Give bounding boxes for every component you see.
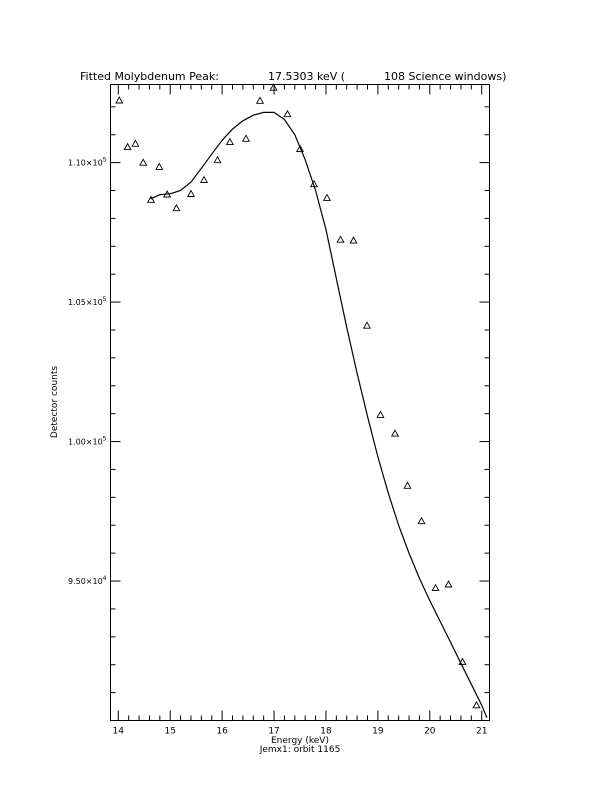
plot-frame xyxy=(110,84,490,721)
data-point xyxy=(417,516,426,525)
data-point xyxy=(431,583,440,592)
x-tick-label: 16 xyxy=(216,727,228,737)
x-axis-label: Energy (keV) xyxy=(271,736,329,746)
data-point xyxy=(336,235,345,243)
data-point xyxy=(115,96,124,104)
data-point xyxy=(349,236,358,244)
chart-title-part-2: 17.5303 keV ( xyxy=(268,70,345,83)
data-point xyxy=(123,142,132,151)
data-point xyxy=(295,144,305,153)
y-tick-label: 1.10×105 xyxy=(68,157,107,168)
y-ticks: 9.50×104 1.00×105 1.05×105 1.10×105 xyxy=(68,157,107,586)
chart-title-part-3: 108 Science windows) xyxy=(384,70,506,83)
y-axis-label: Detector counts xyxy=(50,366,60,438)
y-tick-label: 1.05×105 xyxy=(68,296,107,307)
data-point xyxy=(444,580,453,588)
data-point xyxy=(322,193,332,201)
data-point xyxy=(155,162,164,170)
data-point xyxy=(255,96,265,104)
x-tick-label: 14 xyxy=(113,727,125,737)
data-point xyxy=(309,179,319,188)
data-point xyxy=(283,109,292,118)
data-point xyxy=(390,429,400,437)
data-point xyxy=(186,189,196,197)
data-point xyxy=(362,321,372,329)
y-tick-label: 9.50×104 xyxy=(68,575,107,586)
fit-curve-layer xyxy=(150,111,488,718)
chart-title-part-1: Fitted Molybdenum Peak: xyxy=(80,70,219,83)
data-point xyxy=(403,481,412,489)
data-point xyxy=(376,410,385,418)
data-point xyxy=(472,700,481,709)
data-point xyxy=(163,190,172,198)
data-points-layer xyxy=(115,83,481,709)
x-tick-label: 15 xyxy=(164,727,175,737)
data-point xyxy=(269,83,278,91)
x-tick-label: 21 xyxy=(476,727,487,737)
x-ticks: 14 15 16 17 18 19 20 21 xyxy=(113,84,487,737)
data-point xyxy=(172,203,181,212)
x-tick-label: 17 xyxy=(268,727,279,737)
x-tick-label: 20 xyxy=(424,727,436,737)
x-tick-label: 18 xyxy=(320,727,332,737)
footer-label: Jemx1: orbit 1165 xyxy=(259,745,341,755)
data-point xyxy=(139,158,148,166)
data-point xyxy=(458,657,467,666)
data-point xyxy=(225,137,234,146)
data-point xyxy=(241,134,251,142)
data-point xyxy=(213,155,222,164)
data-point xyxy=(131,139,140,147)
y-tick-label: 1.00×105 xyxy=(68,436,107,447)
data-point xyxy=(146,195,156,203)
fit-curve xyxy=(150,111,488,718)
x-tick-label: 19 xyxy=(372,727,384,737)
y-minor-ticks xyxy=(110,106,490,694)
data-point xyxy=(199,175,209,183)
